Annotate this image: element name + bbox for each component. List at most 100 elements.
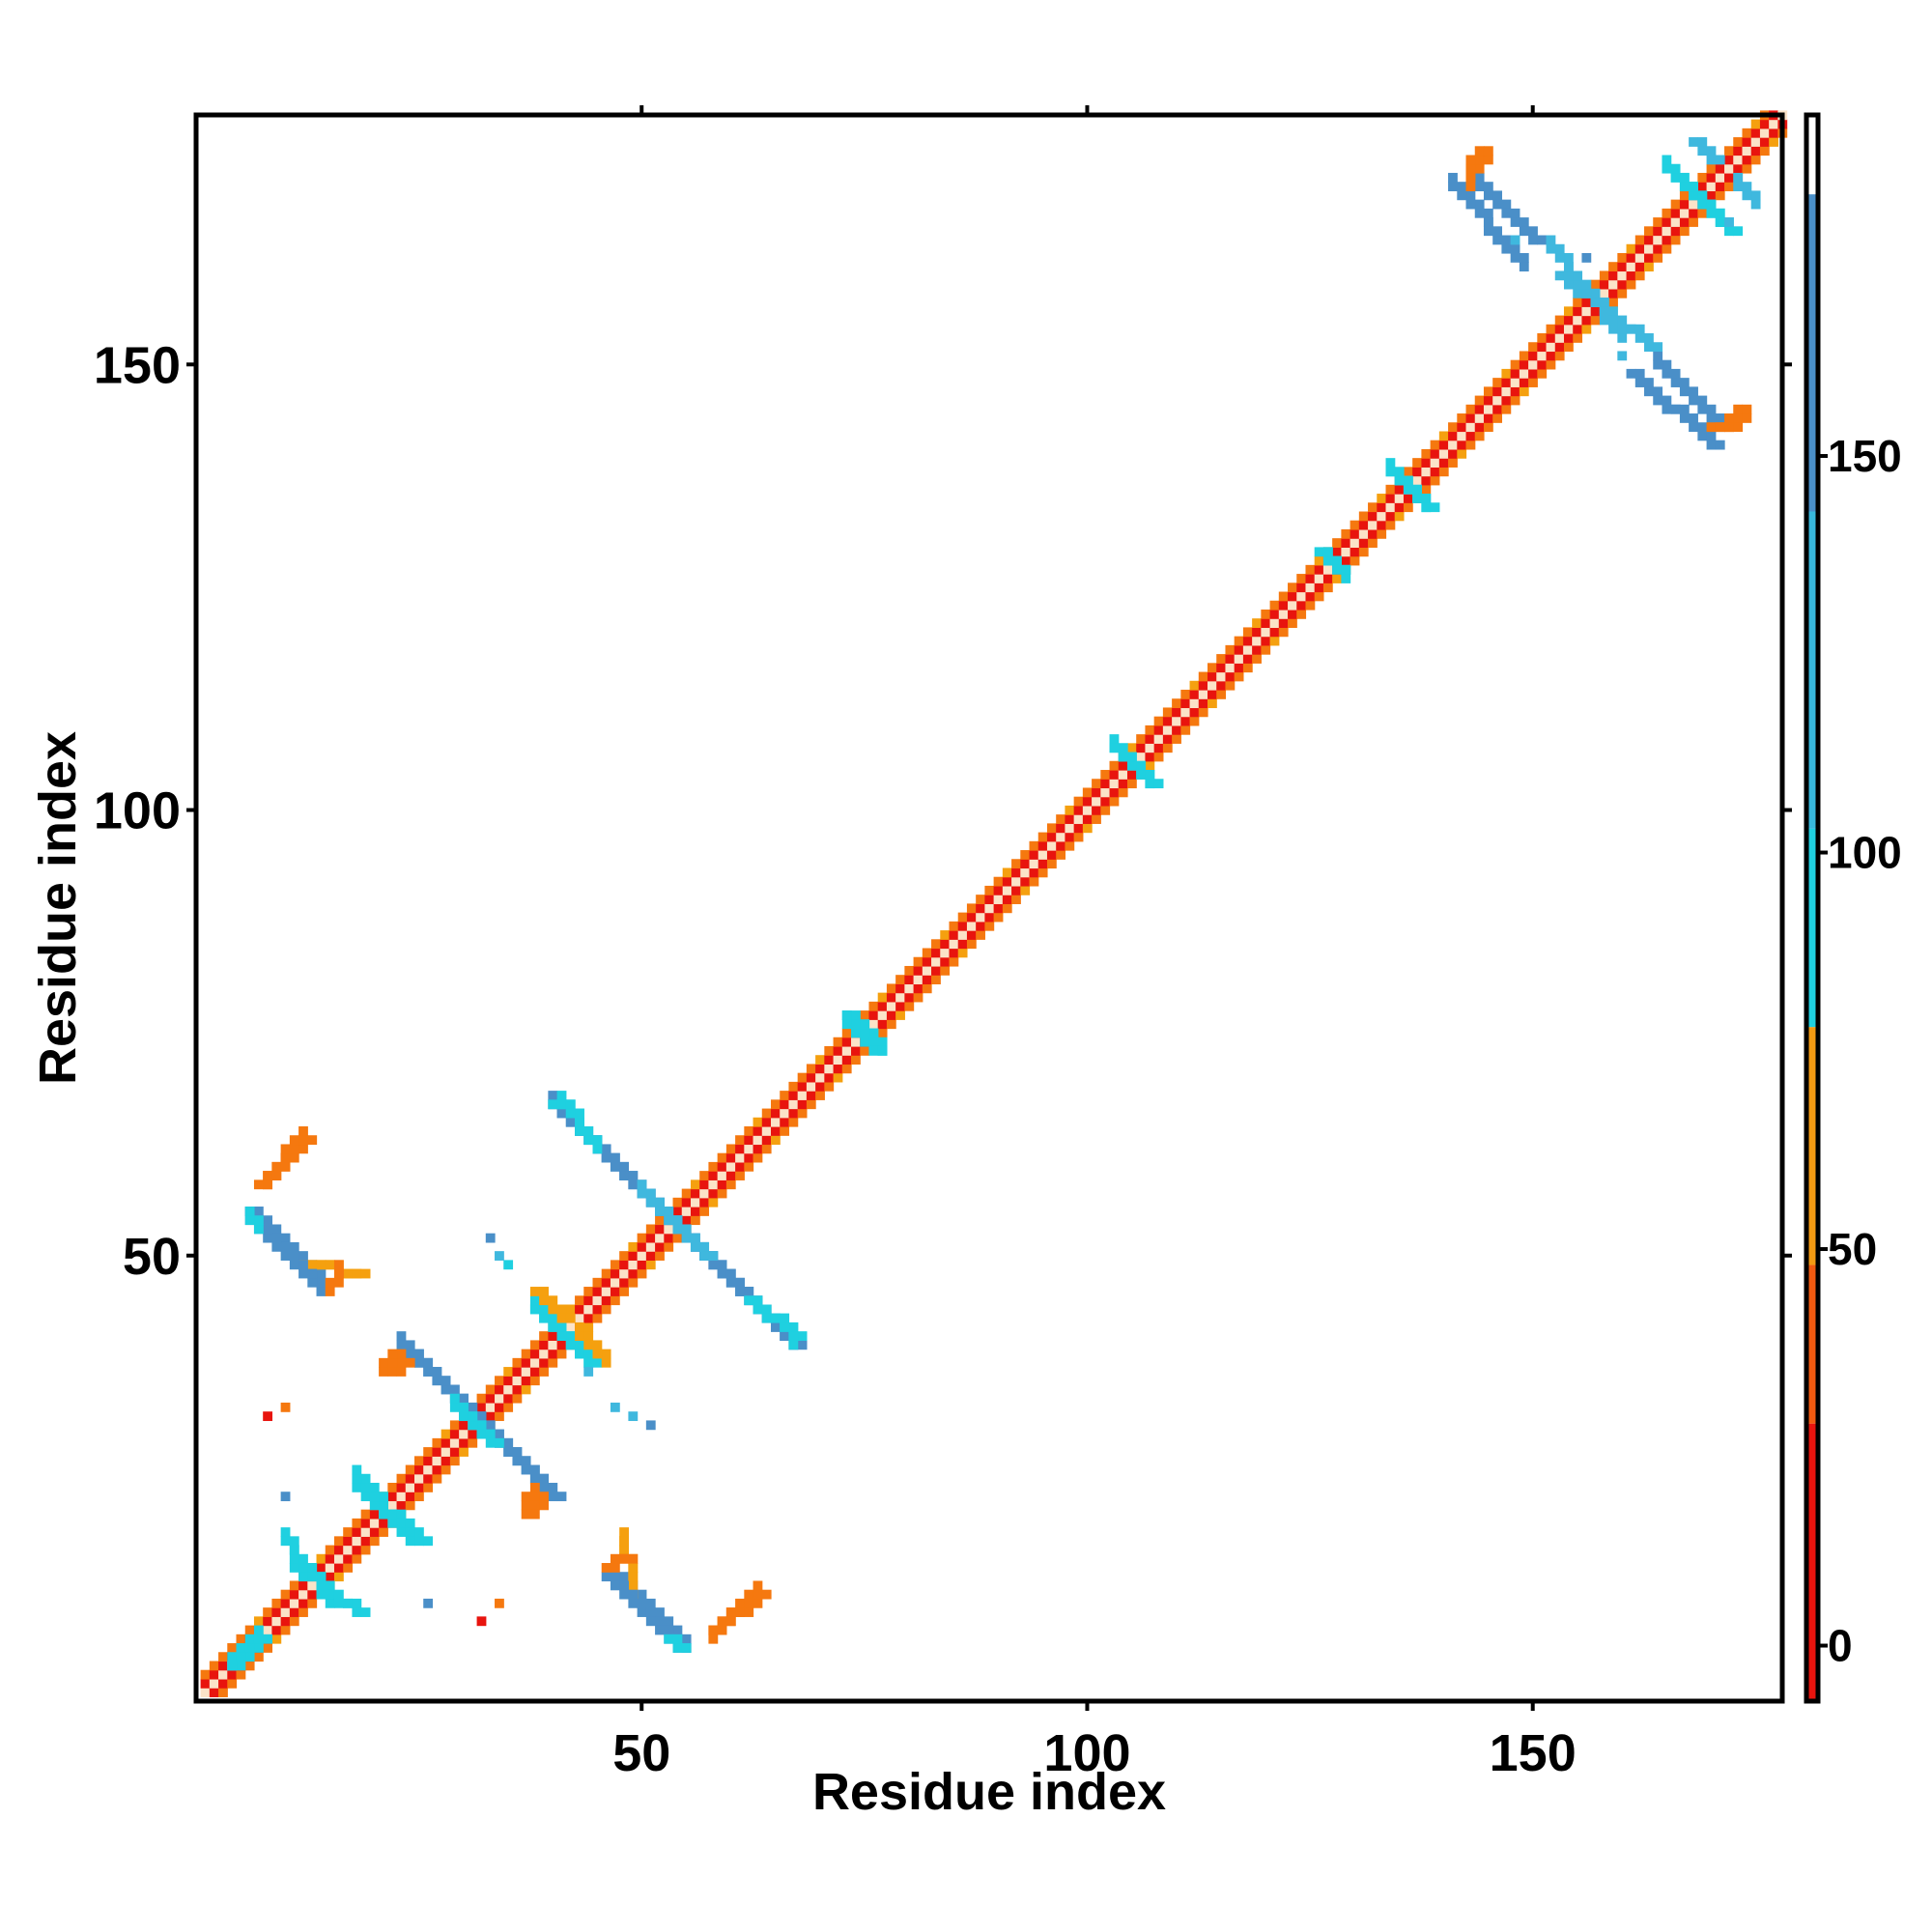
- heatmap-cell: [1634, 235, 1645, 245]
- heatmap-cell: [227, 1643, 238, 1653]
- heatmap-cell: [405, 1349, 415, 1359]
- heatmap-cell: [1519, 386, 1529, 397]
- heatmap-cell: [655, 1207, 665, 1216]
- heatmap-cell: [565, 1331, 576, 1341]
- heatmap-cell: [904, 983, 915, 994]
- heatmap-cell: [1002, 885, 1012, 895]
- heatmap-cell: [1412, 494, 1422, 503]
- heatmap-cell: [414, 1492, 424, 1502]
- heatmap-cell: [1769, 137, 1778, 147]
- heatmap-cell: [708, 1188, 719, 1199]
- heatmap-cell: [1581, 298, 1592, 307]
- heatmap-cell: [753, 1126, 763, 1136]
- heatmap-cell: [993, 895, 1004, 904]
- heatmap-cell: [824, 1064, 835, 1074]
- heatmap-cell: [708, 1197, 719, 1208]
- heatmap-cell: [503, 1376, 514, 1386]
- heatmap-cell: [1208, 663, 1217, 673]
- heatmap-cell: [1554, 333, 1565, 343]
- heatmap-cell: [655, 1224, 665, 1235]
- heatmap-cell: [1474, 155, 1485, 165]
- heatmap-cell: [761, 1126, 772, 1136]
- heatmap-cell: [1242, 636, 1253, 646]
- heatmap-cell: [1474, 431, 1485, 441]
- heatmap-cell: [1519, 252, 1529, 263]
- heatmap-cell: [333, 1572, 344, 1582]
- heatmap-cell: [1528, 368, 1538, 379]
- heatmap-cell: [352, 1482, 362, 1492]
- heatmap-cell: [1189, 707, 1200, 718]
- heatmap-cell: [1519, 226, 1529, 237]
- heatmap-cell: [966, 903, 977, 914]
- heatmap-cell: [1670, 235, 1681, 245]
- heatmap-cell: [1242, 644, 1253, 655]
- heatmap-cell: [1145, 770, 1155, 780]
- heatmap-cell: [1715, 440, 1725, 450]
- heatmap-cell: [886, 983, 896, 994]
- heatmap-cell: [1056, 840, 1066, 851]
- heatmap-cell: [244, 1652, 255, 1662]
- heatmap-cell: [298, 1572, 308, 1582]
- heatmap-cell: [529, 1492, 540, 1502]
- heatmap-cell: [1750, 199, 1761, 210]
- heatmap-cell: [592, 1349, 603, 1359]
- heatmap-cell: [1546, 359, 1556, 370]
- heatmap-cell: [1689, 208, 1698, 218]
- heatmap-cell: [1519, 262, 1529, 272]
- heatmap-cell: [1634, 252, 1645, 263]
- heatmap-cell: [1092, 787, 1101, 798]
- heatmap-cell: [405, 1492, 415, 1502]
- heatmap-cell: [449, 1384, 460, 1395]
- heatmap-cell: [770, 1313, 781, 1323]
- heatmap-cell: [601, 1563, 611, 1573]
- heatmap-cell: [1412, 484, 1422, 495]
- heatmap-cell: [1644, 342, 1654, 353]
- heatmap-cell: [940, 965, 951, 976]
- heatmap-cell: [664, 1616, 674, 1627]
- heatmap-cell: [957, 930, 968, 940]
- heatmap-cell: [1109, 770, 1120, 780]
- heatmap-cell: [387, 1357, 398, 1368]
- heatmap-cell: [1082, 805, 1093, 815]
- heatmap-cell: [449, 1429, 460, 1439]
- heatmap-cell: [1109, 734, 1120, 744]
- heatmap-cell: [681, 1233, 692, 1243]
- heatmap-cell: [735, 1161, 745, 1172]
- heatmap-cell: [1092, 779, 1101, 789]
- heatmap-cell: [1189, 698, 1200, 709]
- heatmap-cell: [1073, 823, 1084, 834]
- heatmap-cell: [1126, 779, 1137, 789]
- heatmap-cell: [244, 1215, 255, 1226]
- heatmap-cell: [1573, 333, 1583, 343]
- heatmap-cell: [913, 992, 923, 1003]
- heatmap-cell: [886, 1019, 896, 1030]
- heatmap-cell: [333, 1277, 344, 1288]
- heatmap-cell: [512, 1376, 523, 1386]
- heatmap-cell: [396, 1331, 407, 1341]
- heatmap-cell: [1056, 832, 1066, 842]
- heatmap-cell: [521, 1367, 531, 1377]
- heatmap-cell: [280, 1607, 291, 1617]
- heatmap-cell: [984, 895, 995, 904]
- heatmap-cell: [1653, 395, 1663, 406]
- heatmap-cell: [860, 1037, 870, 1047]
- heatmap-cell: [1118, 787, 1128, 798]
- heatmap-cell: [592, 1135, 603, 1146]
- x-tick-label: 150: [1490, 1724, 1577, 1782]
- heatmap-cell: [369, 1518, 380, 1528]
- heatmap-cell: [1706, 208, 1717, 218]
- heatmap-cell: [1670, 378, 1681, 387]
- heatmap-cell: [725, 1607, 736, 1617]
- heatmap-cell: [548, 1331, 558, 1341]
- heatmap-cell: [512, 1384, 523, 1395]
- heatmap-cell: [868, 1037, 879, 1047]
- heatmap-cell: [780, 1108, 790, 1119]
- heatmap-cell: [725, 1161, 736, 1172]
- heatmap-cell: [1750, 119, 1761, 129]
- heatmap-cell: [860, 1045, 870, 1056]
- heatmap-cell: [690, 1207, 700, 1216]
- heatmap-cell: [1573, 298, 1583, 307]
- heatmap-cell: [645, 1420, 656, 1431]
- heatmap-cell: [565, 1321, 576, 1332]
- heatmap-cell: [1029, 850, 1039, 860]
